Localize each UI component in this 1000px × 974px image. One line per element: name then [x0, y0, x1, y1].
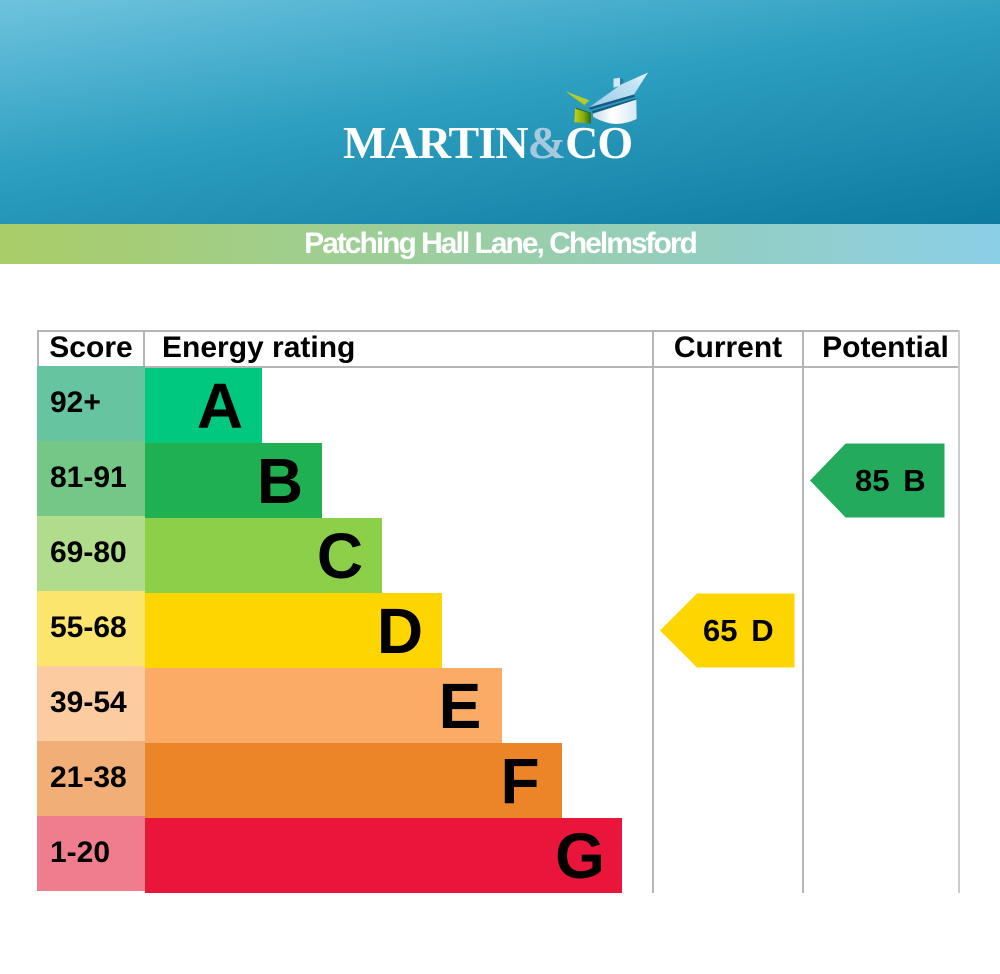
svg-text:65 D: 65 D — [703, 613, 774, 648]
svg-text:85 B: 85 B — [855, 463, 926, 498]
